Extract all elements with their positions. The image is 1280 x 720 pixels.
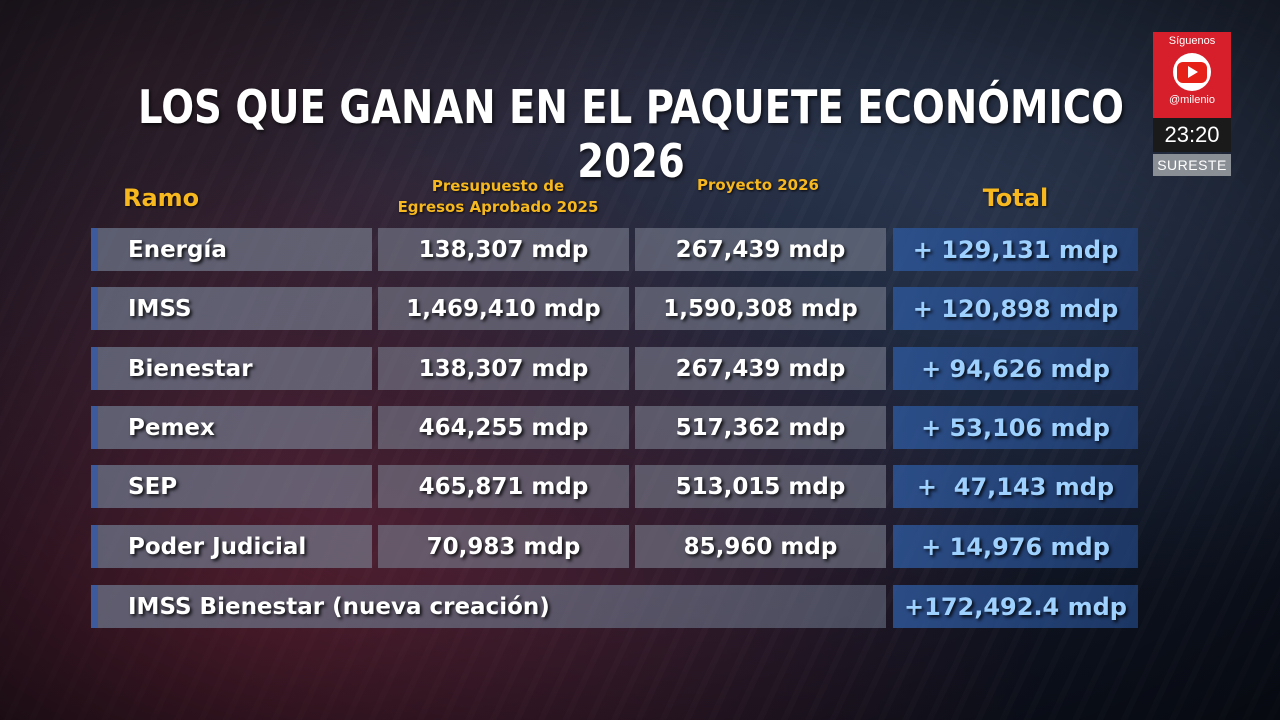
table-row-presupuesto-2025: 465,871 mdp [378,465,629,508]
region-badge: SURESTE [1153,154,1231,176]
table-row-ramo: IMSS [91,287,372,330]
table-row-presupuesto-2025: 1,469,410 mdp [378,287,629,330]
follow-us-overlay: Síguenos @milenio 23:20 SURESTE [1153,32,1231,176]
table-row-ramo: SEP [91,465,372,508]
follow-us-label: Síguenos [1168,35,1216,47]
table-row-ramo-wide: IMSS Bienestar (nueva creación) [91,585,886,628]
table-row-total: + 53,106 mdp [893,406,1138,449]
table-row-ramo: Pemex [91,406,372,449]
column-header-total: Total [982,184,1049,212]
play-icon [1188,66,1198,78]
table-row-proyecto-2026: 517,362 mdp [635,406,886,449]
table-row-total: + 120,898 mdp [893,287,1138,330]
column-header-presupuesto-line2: Egresos Aprobado 2025 [397,198,599,216]
table-row-proyecto-2026: 267,439 mdp [635,228,886,271]
table-row-total: + 47,143 mdp [893,465,1138,508]
table-row-total: +172,492.4 mdp [893,585,1138,628]
broadcast-clock: 23:20 [1153,118,1231,152]
youtube-logo-shape [1177,61,1207,83]
youtube-icon [1173,53,1211,91]
table-row-total: + 94,626 mdp [893,347,1138,390]
table-row-total: + 129,131 mdp [893,228,1138,271]
table-row-presupuesto-2025: 138,307 mdp [378,347,629,390]
table-row-presupuesto-2025: 70,983 mdp [378,525,629,568]
table-row-ramo: Bienestar [91,347,372,390]
table-row-proyecto-2026: 513,015 mdp [635,465,886,508]
table-row-proyecto-2026: 267,439 mdp [635,347,886,390]
table-row-presupuesto-2025: 138,307 mdp [378,228,629,271]
table-row-total: + 14,976 mdp [893,525,1138,568]
table-row-proyecto-2026: 1,590,308 mdp [635,287,886,330]
channel-handle: @milenio [1168,94,1215,106]
table-row-ramo: Poder Judicial [91,525,372,568]
page-title: LOS QUE GANAN EN EL PAQUETE ECONÓMICO 20… [137,80,1125,188]
table-row-presupuesto-2025: 464,255 mdp [378,406,629,449]
follow-us-badge: Síguenos @milenio [1153,32,1231,118]
column-header-proyecto-2026: Proyecto 2026 [697,176,819,194]
column-header-ramo: Ramo [123,184,200,212]
table-row-proyecto-2026: 85,960 mdp [635,525,886,568]
column-header-presupuesto-line1: Presupuesto de [431,177,565,195]
table-row-ramo: Energía [91,228,372,271]
column-header-presupuesto-2025: Presupuesto de Egresos Aprobado 2025 [380,176,616,218]
